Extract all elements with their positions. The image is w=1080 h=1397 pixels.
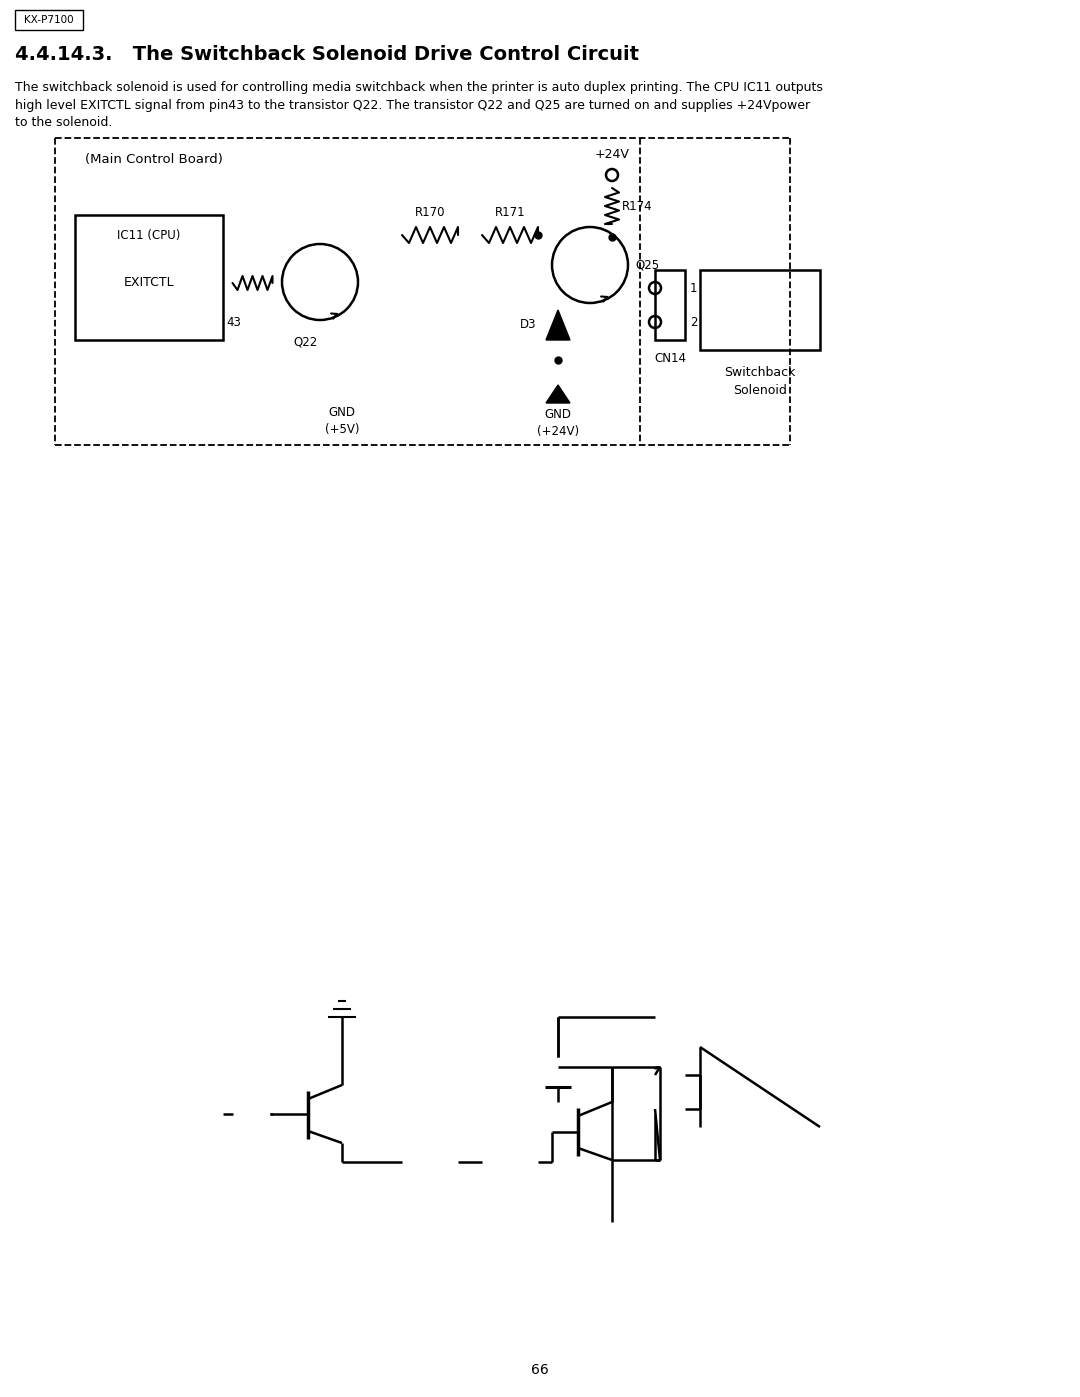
Polygon shape bbox=[546, 386, 570, 402]
Text: +24V: +24V bbox=[595, 148, 630, 162]
Text: Solenoid: Solenoid bbox=[733, 384, 787, 397]
Text: 66: 66 bbox=[531, 1363, 549, 1377]
Text: R170: R170 bbox=[415, 207, 445, 219]
Text: KX-P7100: KX-P7100 bbox=[24, 15, 73, 25]
Text: CN14: CN14 bbox=[654, 352, 686, 365]
Text: (+24V): (+24V) bbox=[537, 426, 579, 439]
Text: Switchback: Switchback bbox=[725, 366, 796, 379]
Text: 1: 1 bbox=[690, 282, 698, 295]
Text: 2: 2 bbox=[690, 316, 698, 328]
Text: 4.4.14.3.   The Switchback Solenoid Drive Control Circuit: 4.4.14.3. The Switchback Solenoid Drive … bbox=[15, 46, 639, 64]
Text: 43: 43 bbox=[226, 316, 241, 328]
Text: Q22: Q22 bbox=[293, 335, 318, 348]
Polygon shape bbox=[546, 310, 570, 339]
Text: to the solenoid.: to the solenoid. bbox=[15, 116, 112, 129]
Text: GND: GND bbox=[544, 408, 571, 422]
Text: R174: R174 bbox=[622, 200, 652, 212]
Bar bbox=[15, 10, 83, 29]
Text: D3: D3 bbox=[519, 319, 536, 331]
Text: (Main Control Board): (Main Control Board) bbox=[85, 154, 222, 166]
Text: (+5V): (+5V) bbox=[325, 422, 360, 436]
Text: GND: GND bbox=[328, 405, 355, 419]
Bar bbox=[700, 270, 820, 351]
Text: The switchback solenoid is used for controlling media switchback when the printe: The switchback solenoid is used for cont… bbox=[15, 81, 823, 95]
Text: Q25: Q25 bbox=[635, 258, 659, 271]
Bar bbox=[75, 215, 222, 339]
Text: high level EXITCTL signal from pin43 to the transistor Q22. The transistor Q22 a: high level EXITCTL signal from pin43 to … bbox=[15, 99, 810, 112]
Text: IC11 (CPU): IC11 (CPU) bbox=[118, 229, 180, 242]
Text: R171: R171 bbox=[495, 207, 525, 219]
Bar bbox=[654, 270, 685, 339]
Text: EXITCTL: EXITCTL bbox=[124, 277, 174, 289]
